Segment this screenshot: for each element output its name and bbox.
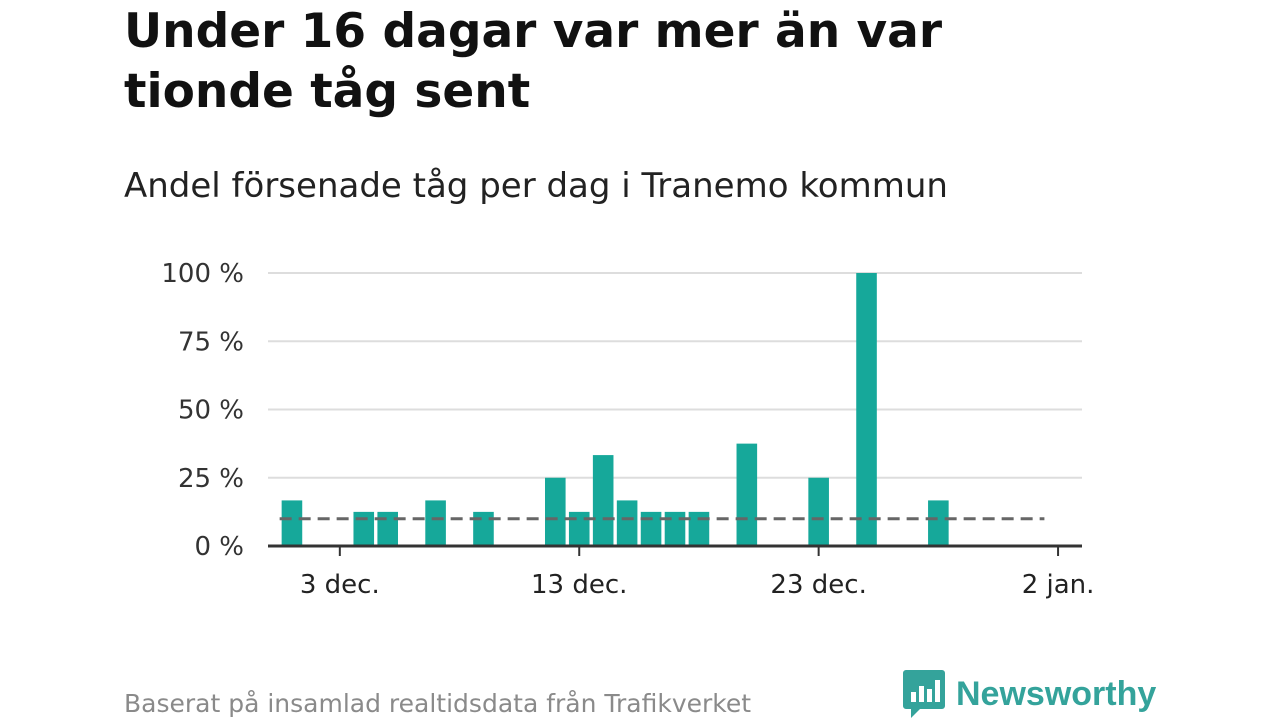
bar (377, 511, 399, 546)
brand-logo: Newsworthy (902, 668, 1156, 720)
bar (688, 511, 710, 546)
source-note: Baserat på insamlad realtidsdata från Tr… (124, 689, 752, 718)
bar (281, 500, 303, 546)
bar (664, 511, 686, 546)
bar (544, 477, 566, 546)
x-tick-label: 23 dec. (770, 570, 866, 600)
y-tick-label: 50 % (178, 396, 244, 426)
bar (425, 500, 446, 546)
bar-chart: 0 % 25 % 50 % 75 % 100 % 3 dec. 13 dec. 23 dec.… (161, 259, 1095, 600)
chart-subtitle: Andel försenade tåg per dag i Tranemo ko… (124, 166, 948, 206)
y-tick-label: 0 % (194, 532, 244, 562)
bar (592, 455, 614, 546)
bar (808, 477, 829, 546)
bar (640, 511, 662, 546)
brand-name: Newsworthy (956, 674, 1157, 713)
bar (928, 500, 949, 546)
bar (473, 511, 494, 546)
bar (353, 511, 375, 546)
x-tick-label: 3 dec. (300, 570, 380, 600)
x-tick-label: 2 jan. (1022, 570, 1095, 600)
newsworthy-logo-icon (903, 670, 945, 718)
bar (616, 500, 638, 546)
y-tick-label: 100 % (161, 259, 244, 289)
x-tick-label: 13 dec. (531, 570, 627, 600)
y-tick-label: 25 % (178, 464, 244, 494)
bar (568, 511, 590, 546)
y-tick-label: 75 % (178, 327, 244, 357)
bar (856, 273, 877, 546)
chart-title: Under 16 dagar var mer än var tionde tåg… (124, 4, 943, 119)
bar (736, 443, 758, 546)
